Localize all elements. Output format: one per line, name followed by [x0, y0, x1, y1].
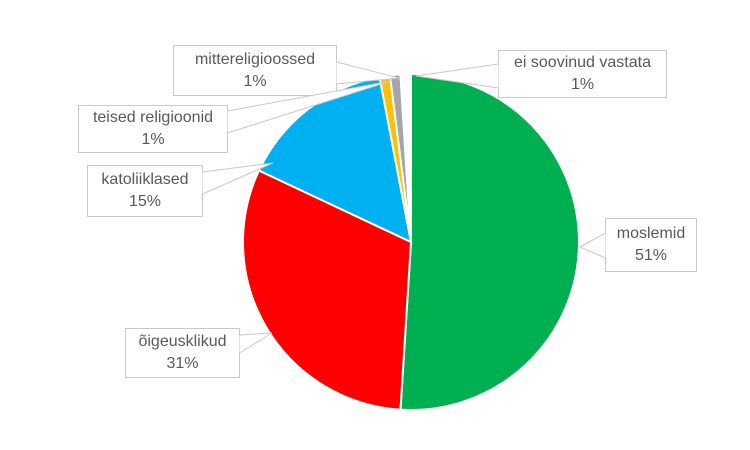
- slice-label: moslemid: [616, 225, 686, 242]
- slice-percent: 1%: [570, 76, 595, 93]
- slice-percent: 51%: [634, 247, 668, 264]
- callout-moslemid: moslemid 51%: [605, 218, 697, 272]
- slice-percent: 31%: [166, 355, 199, 372]
- slice-percent: 1%: [141, 131, 165, 148]
- callout-mittereligioossed: mittereligioossed 1%: [173, 45, 337, 96]
- slice-label: õigeusklikud: [138, 333, 227, 350]
- slice-percent: 15%: [128, 193, 162, 210]
- pie-slice-ei-soovinud-vastata: [399, 72, 412, 243]
- callout-oigeusklikud: õigeusklikud 31%: [125, 328, 240, 378]
- callout-teised-religioonid: teised religioonid 1%: [78, 105, 228, 153]
- slice-label: ei soovinud vastata: [514, 54, 651, 71]
- callout-ei-soovinud-vastata: ei soovinud vastata 1%: [498, 50, 667, 98]
- pie-slice-moslemid: [399, 72, 580, 411]
- slice-label: mittereligioossed: [194, 50, 316, 68]
- slice-label: teised religioonid: [92, 109, 214, 126]
- pie-slices-group: [242, 72, 580, 411]
- slice-percent: 1%: [243, 72, 267, 90]
- pie-slice-õigeusklikud: [242, 169, 413, 411]
- callout-katoliiklased: katoliiklased 15%: [87, 165, 203, 217]
- slice-label: katoliiklased: [101, 171, 189, 188]
